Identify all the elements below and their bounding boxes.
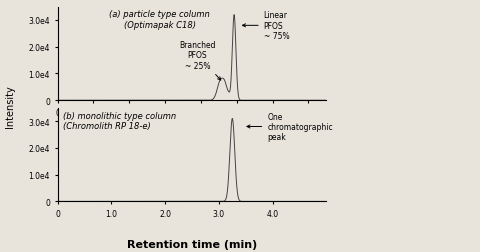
Text: Retention time (min): Retention time (min): [127, 239, 257, 249]
Text: (a) particle type column
(Optimapak C18): (a) particle type column (Optimapak C18): [109, 10, 210, 30]
Text: One
chromatographic
peak: One chromatographic peak: [247, 112, 333, 142]
Text: Linear
PFOS
~ 75%: Linear PFOS ~ 75%: [242, 11, 289, 41]
Text: (b) monolithic type column
(Chromolith RP 18-e): (b) monolithic type column (Chromolith R…: [63, 111, 176, 131]
Text: Branched
PFOS
~ 25%: Branched PFOS ~ 25%: [179, 41, 221, 81]
Text: Intensity: Intensity: [5, 85, 14, 127]
